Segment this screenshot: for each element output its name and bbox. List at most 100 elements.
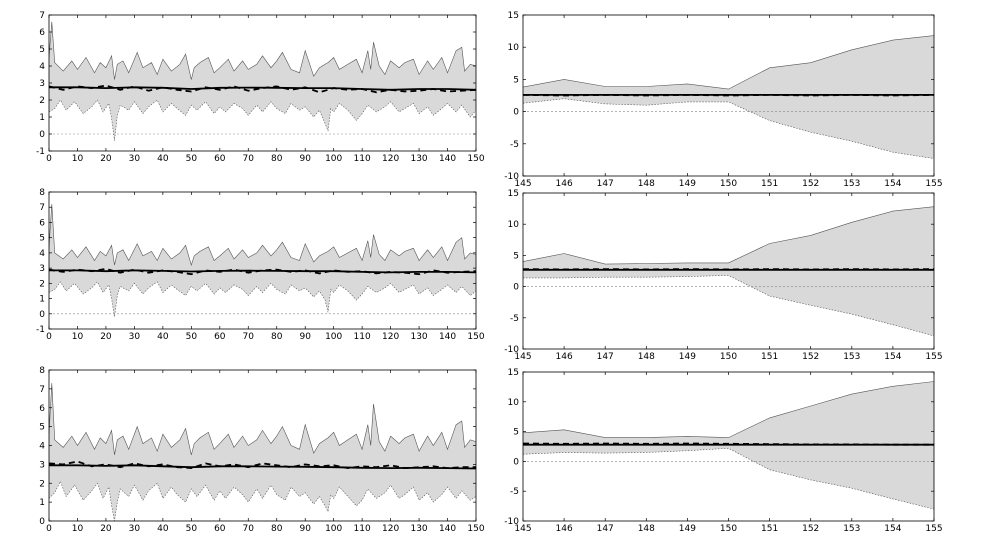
lower-bound-line xyxy=(49,99,476,141)
x-tick-label: 151 xyxy=(761,524,778,534)
x-tick-label: 145 xyxy=(514,524,531,534)
x-tick-label: 100 xyxy=(325,524,342,534)
upper-bound-line xyxy=(523,35,934,90)
x-tick-label: 50 xyxy=(186,332,198,342)
y-tick-label: 7 xyxy=(39,385,45,395)
chart-panel-right-3: 145 146 147 148 149 150 151 152 153 154 155 -10 -5 0 5… xyxy=(504,368,942,534)
chart-panel-right-2: 145 146 147 148 149 150 151 152 153 154 155 -10 -5 0 5… xyxy=(504,189,942,362)
x-tick-label: 40 xyxy=(157,154,169,164)
y-tick-label: 5 xyxy=(39,423,45,433)
x-tick-label: 0 xyxy=(46,524,52,534)
y-tick-label: 10 xyxy=(508,43,520,53)
y-tick-label: 1 xyxy=(39,295,45,305)
y-tick-label: 1 xyxy=(39,113,45,123)
y-tick-label: -10 xyxy=(504,345,519,355)
dashed-series-line xyxy=(49,84,476,94)
y-tick-label: 15 xyxy=(508,368,519,378)
x-tick-label: 145 xyxy=(514,179,531,189)
x-tick-label: 152 xyxy=(802,352,819,362)
axes-frame xyxy=(48,191,477,330)
x-tick-label: 20 xyxy=(100,332,112,342)
plot-area xyxy=(49,21,476,141)
y-tick-label: -10 xyxy=(504,517,519,527)
x-tick-label: 20 xyxy=(100,154,112,164)
y-tick-label: 5 xyxy=(513,75,519,85)
y-tick-label: 3 xyxy=(39,460,45,470)
y-tick-label: 8 xyxy=(39,366,45,376)
x-tick-label: 0 xyxy=(46,332,52,342)
x-tick-label: 153 xyxy=(843,524,860,534)
x-tick-label: 130 xyxy=(410,332,427,342)
x-tick-label: 60 xyxy=(214,332,226,342)
x-tick-label: 40 xyxy=(157,332,169,342)
x-tick-label: 153 xyxy=(843,352,860,362)
x-tick-label: 120 xyxy=(382,332,399,342)
x-tick-label: 148 xyxy=(638,352,655,362)
x-tick-label: 80 xyxy=(271,524,283,534)
x-tick-label: 130 xyxy=(410,154,427,164)
x-tick-label: 140 xyxy=(439,154,456,164)
x-tick-label: 130 xyxy=(410,524,427,534)
y-tick-label: 5 xyxy=(513,251,519,261)
solid-series-line xyxy=(49,464,476,470)
x-tick-label: 90 xyxy=(299,154,311,164)
y-tick-label: 3 xyxy=(39,79,45,89)
y-tick-label: 6 xyxy=(39,28,45,38)
y-tick-label: 0 xyxy=(513,108,519,118)
y-tick-label: 15 xyxy=(508,189,519,199)
y-tick-label: 3 xyxy=(39,264,45,274)
x-tick-label: 140 xyxy=(439,524,456,534)
x-tick-label: 150 xyxy=(467,332,484,342)
x-tick-label: 60 xyxy=(214,524,226,534)
x-tick-label: 70 xyxy=(243,332,255,342)
x-tick-label: 154 xyxy=(884,179,901,189)
x-tick-label: 148 xyxy=(638,179,655,189)
y-tick-label: 10 xyxy=(508,220,520,230)
confidence-band xyxy=(49,383,476,521)
y-tick-label: 2 xyxy=(39,479,45,489)
x-tick-label: 70 xyxy=(243,154,255,164)
x-tick-label: 80 xyxy=(271,154,283,164)
y-tick-label: 4 xyxy=(39,62,45,72)
upper-bound-line xyxy=(49,204,476,267)
chart-panel-left-1: 0 10 20 30 40 50 60 70 80 90 100 110 120 130 140 150-10… xyxy=(36,11,485,164)
y-tick-label: 7 xyxy=(39,203,45,213)
x-tick-label: 10 xyxy=(72,332,84,342)
x-tick-label: 150 xyxy=(467,154,484,164)
x-tick-label: 150 xyxy=(467,524,484,534)
y-tick-label: 5 xyxy=(513,428,519,438)
y-tick-label: 2 xyxy=(39,279,45,289)
solid-series-line xyxy=(49,269,476,274)
x-tick-label: 40 xyxy=(157,524,169,534)
x-tick-label: 110 xyxy=(354,524,371,534)
chart-panel-right-1: 145 146 147 148 149 150 151 152 153 154 155 -10 -5 0 5… xyxy=(504,11,942,189)
x-tick-label: 100 xyxy=(325,154,342,164)
confidence-band xyxy=(523,206,934,336)
y-tick-label: 0 xyxy=(513,283,519,293)
y-tick-label: 6 xyxy=(39,218,45,228)
confidence-band xyxy=(49,21,476,141)
confidence-band xyxy=(49,204,476,317)
x-tick-label: 30 xyxy=(129,154,141,164)
x-tick-label: 153 xyxy=(843,179,860,189)
x-tick-label: 154 xyxy=(884,524,901,534)
y-tick-label: 1 xyxy=(39,498,45,508)
x-tick-label: 148 xyxy=(638,524,655,534)
x-tick-label: 30 xyxy=(129,332,141,342)
x-tick-label: 151 xyxy=(761,179,778,189)
x-tick-label: 155 xyxy=(925,524,942,534)
x-tick-label: 80 xyxy=(271,332,283,342)
x-tick-label: 70 xyxy=(243,524,255,534)
chart-panel-left-3: 0 10 20 30 40 50 60 70 80 90 100 110 120 130 140 150 0 1 2… xyxy=(39,366,485,534)
x-tick-label: 10 xyxy=(72,524,84,534)
plot-area xyxy=(523,35,934,159)
y-tick-label: 5 xyxy=(39,234,45,244)
lower-bound-line xyxy=(49,480,476,521)
x-tick-label: 147 xyxy=(597,179,614,189)
x-tick-label: 149 xyxy=(679,352,696,362)
plot-area xyxy=(523,381,934,510)
x-tick-label: 149 xyxy=(679,524,696,534)
x-tick-label: 147 xyxy=(597,352,614,362)
x-tick-label: 100 xyxy=(325,332,342,342)
